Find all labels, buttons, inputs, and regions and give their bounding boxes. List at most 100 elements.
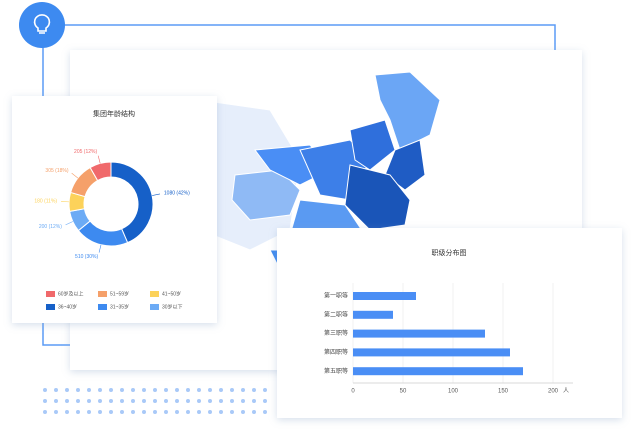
dot: [54, 388, 58, 392]
dot: [219, 399, 223, 403]
dot: [263, 388, 267, 392]
card: [12, 96, 217, 323]
legend-swatch: [46, 291, 55, 297]
donut-card: 集团年龄结构 1080 (42%)510 (30%)200 (12%)180 (…: [12, 96, 217, 323]
dot: [65, 388, 69, 392]
dot: [175, 399, 179, 403]
dot: [120, 388, 124, 392]
dot: [197, 388, 201, 392]
dot: [87, 410, 91, 414]
dot: [208, 399, 212, 403]
dot: [65, 410, 69, 414]
dot: [153, 388, 157, 392]
data-label: 1080 (42%): [164, 190, 190, 196]
bulb-icon: [19, 2, 65, 48]
dot: [252, 399, 256, 403]
x-tick-label: 150: [498, 389, 509, 395]
legend-swatch: [98, 291, 107, 297]
x-tick-label: 100: [448, 389, 459, 395]
dot: [98, 399, 102, 403]
dot: [197, 399, 201, 403]
dot: [98, 388, 102, 392]
data-label: 205 (12%): [74, 149, 97, 155]
dot: [142, 399, 146, 403]
legend-label: 36~40岁: [58, 303, 77, 310]
dot: [230, 410, 234, 414]
dot: [175, 388, 179, 392]
dot-grid: [43, 388, 267, 414]
legend-swatch: [46, 304, 55, 310]
dot: [164, 410, 168, 414]
dot: [197, 410, 201, 414]
legend-label: 30岁以下: [162, 303, 183, 310]
dot: [109, 399, 113, 403]
bar: [353, 348, 510, 356]
dot: [186, 388, 190, 392]
y-tick-label: 第五职等: [324, 367, 348, 375]
data-label: 305 (18%): [45, 168, 68, 174]
bar: [353, 292, 416, 300]
bar: [353, 330, 485, 338]
dot: [263, 410, 267, 414]
dot: [252, 410, 256, 414]
data-label: 180 (11%): [34, 199, 57, 205]
dot: [219, 410, 223, 414]
dot: [164, 399, 168, 403]
dot: [76, 410, 80, 414]
dot: [131, 410, 135, 414]
dot: [87, 399, 91, 403]
dot: [54, 410, 58, 414]
legend-label: 31~35岁: [110, 303, 129, 310]
dot: [252, 388, 256, 392]
legend-swatch: [150, 291, 159, 297]
dot: [120, 410, 124, 414]
dot: [153, 410, 157, 414]
dot: [142, 388, 146, 392]
dot: [208, 410, 212, 414]
bar: [353, 367, 523, 375]
dot: [43, 399, 47, 403]
dot: [87, 388, 91, 392]
dot: [109, 410, 113, 414]
bar: [353, 311, 393, 319]
x-tick-label: 200: [548, 389, 559, 395]
dot: [142, 410, 146, 414]
dot: [43, 388, 47, 392]
y-tick-label: 第二职等: [324, 310, 348, 318]
dot: [219, 388, 223, 392]
dot: [186, 399, 190, 403]
dot: [241, 399, 245, 403]
x-unit: 人: [563, 388, 569, 395]
y-tick-label: 第四职等: [324, 348, 348, 356]
dot: [208, 388, 212, 392]
chart-title: 职级分布图: [432, 248, 467, 257]
y-tick-label: 第一职等: [324, 292, 348, 300]
dot: [263, 399, 267, 403]
dot: [76, 399, 80, 403]
chart-title: 集团年龄结构: [93, 109, 135, 118]
legend-swatch: [98, 304, 107, 310]
dot: [76, 388, 80, 392]
dot: [131, 388, 135, 392]
dot: [65, 399, 69, 403]
dot: [241, 388, 245, 392]
dot: [153, 399, 157, 403]
dot: [175, 410, 179, 414]
y-tick-label: 第三职等: [324, 329, 348, 337]
dot: [230, 388, 234, 392]
legend-swatch: [150, 304, 159, 310]
legend-label: 51~59岁: [110, 290, 129, 297]
dot: [186, 410, 190, 414]
dot: [230, 399, 234, 403]
dot: [43, 410, 47, 414]
x-tick-label: 50: [400, 389, 407, 395]
legend-label: 41~50岁: [162, 290, 181, 297]
data-label: 510 (30%): [75, 254, 98, 260]
legend-label: 60岁及以上: [58, 290, 84, 297]
dot: [98, 410, 102, 414]
dot: [164, 388, 168, 392]
dot: [131, 399, 135, 403]
dot: [109, 388, 113, 392]
